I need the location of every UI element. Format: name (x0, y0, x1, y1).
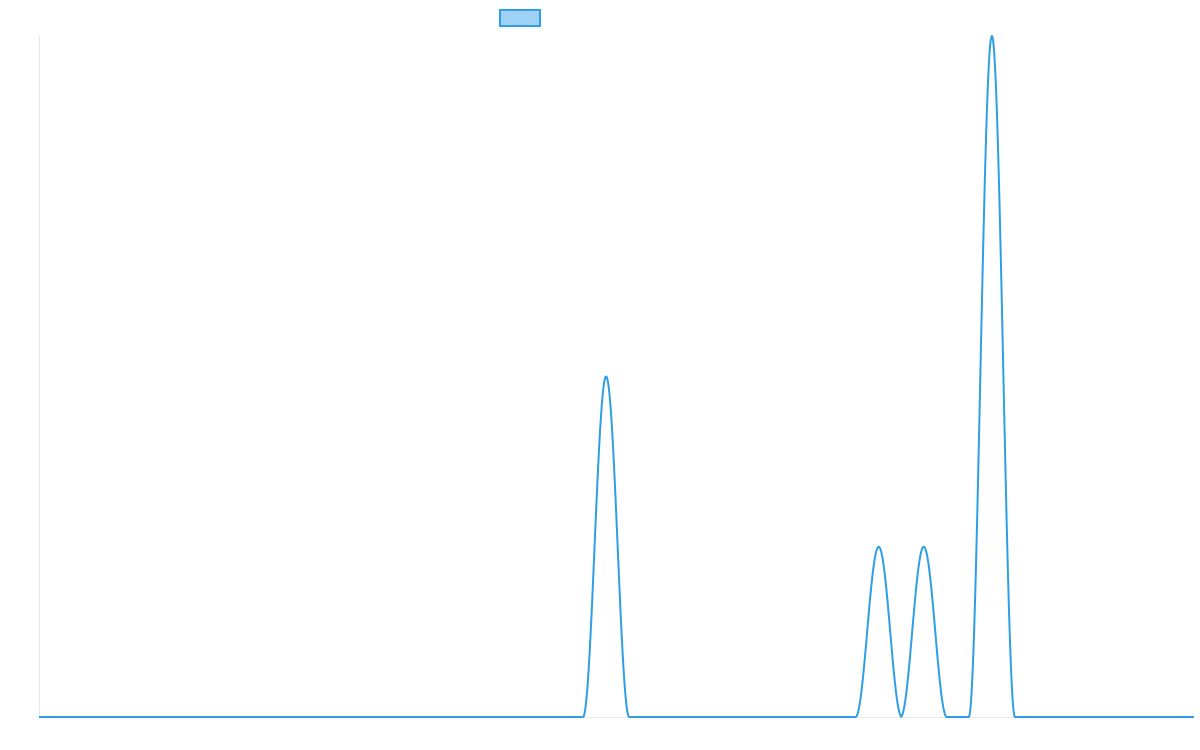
legend[interactable] (499, 9, 541, 27)
peak-point-2[interactable] (918, 541, 930, 553)
series-layer (38, 30, 1195, 718)
peak-point-3[interactable] (986, 30, 998, 42)
peak-point-0[interactable] (600, 371, 612, 383)
legend-swatch[interactable] (499, 9, 541, 27)
peak-point-1[interactable] (873, 541, 885, 553)
series-line-0[interactable] (38, 35, 1195, 718)
